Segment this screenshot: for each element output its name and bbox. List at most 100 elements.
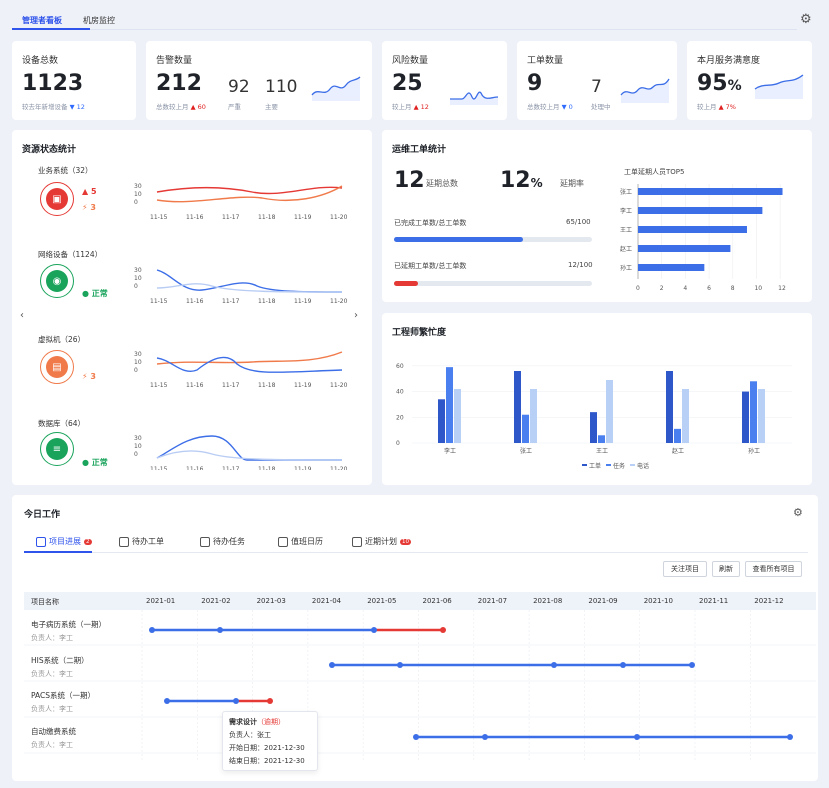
- gantt-milestone: [551, 662, 557, 668]
- y-tick-label: 0: [396, 440, 400, 447]
- resource-name: 数据库（64）: [38, 419, 86, 428]
- follow-project-button[interactable]: 关注项目: [663, 561, 707, 577]
- bar: [638, 207, 763, 214]
- trend-line: [156, 269, 343, 293]
- gear-icon[interactable]: ⚙: [800, 12, 812, 27]
- kpi-value: 1123: [22, 71, 84, 96]
- tab-room-monitor[interactable]: 机房监控: [83, 16, 115, 25]
- trend-line: [156, 450, 343, 461]
- x-tick-label: 11-19: [294, 298, 312, 305]
- sparkline: [754, 74, 804, 99]
- tab-pending-tasks[interactable]: 待办任务: [200, 536, 245, 547]
- kpi-title: 告警数量: [156, 56, 193, 66]
- y-tick-label: 30: [134, 435, 142, 442]
- tab-duty-calendar[interactable]: 值班日历: [278, 536, 323, 547]
- gantt-month-label: 2021-08: [533, 597, 563, 605]
- gantt-milestone: [149, 627, 155, 633]
- bar: [758, 389, 765, 443]
- tab-project-progress[interactable]: 项目进展 2: [36, 536, 92, 547]
- kpi-severe-value: 92: [228, 77, 250, 97]
- gantt-milestone: [329, 662, 335, 668]
- section-title: 今日工作: [24, 510, 61, 520]
- project-owner: 负责人：李工: [31, 741, 73, 749]
- kpi-sub: 总数较上月 ▼ 0: [527, 103, 573, 111]
- gantt-milestone: [620, 662, 626, 668]
- section-title: 运维工单统计: [392, 145, 447, 155]
- resource-name: 网络设备（1124）: [38, 250, 103, 259]
- bar: [446, 367, 453, 443]
- project-icon: [36, 536, 46, 547]
- x-tick-label: 11-19: [294, 214, 312, 221]
- trend-line: [156, 351, 343, 365]
- x-tick-label: 11-17: [222, 214, 240, 221]
- wifi-icon: ◉: [40, 264, 74, 298]
- count-badge: 10: [400, 538, 411, 545]
- gantt-month-label: 2021-02: [201, 597, 231, 605]
- engineer-busy-card: 工程师繁忙度 0 20 40 60 李工 张工 王工 赵工 孙工 工单 任务 电话: [382, 313, 812, 485]
- resource-name: 业务系统（32）: [38, 166, 93, 175]
- kpi-major-value: 110: [265, 77, 298, 97]
- chevron-left-icon[interactable]: ‹: [20, 310, 24, 321]
- x-tick-label: 11-17: [222, 382, 240, 389]
- delayed-label: 已延期工单数/总工单数: [394, 262, 467, 270]
- gantt-header: [24, 592, 816, 610]
- completed-progress-bar: [394, 237, 523, 242]
- legend-label: 工单: [589, 462, 601, 470]
- completed-value: 65/100: [566, 218, 591, 226]
- bar: [522, 414, 529, 443]
- kpi-sub: 总数较上月 ▲ 60: [156, 103, 206, 111]
- completed-label: 已完成工单数/总工单数: [394, 219, 467, 227]
- tab-pending-tickets[interactable]: 待办工单: [119, 536, 164, 547]
- x-tick-label: 11-20: [330, 382, 348, 389]
- x-tick-label: 11-20: [330, 466, 348, 470]
- resource-status-card: 资源状态统计 ‹ › 业务系统（32） ▣ ▲ 5 ⚡ 3 网络设备（1124）…: [12, 130, 372, 485]
- gear-icon[interactable]: ⚙: [793, 506, 803, 519]
- project-name: PACS系统（一期）: [31, 691, 96, 700]
- gantt-milestone: [371, 627, 377, 633]
- category-label: 李工: [444, 447, 456, 455]
- tab-manager-dashboard[interactable]: 管理者看板: [22, 16, 62, 25]
- bar: [530, 389, 537, 443]
- refresh-button[interactable]: 刷新: [712, 561, 740, 577]
- x-tick-label: 11-15: [150, 214, 168, 221]
- tab-active-underline: [12, 28, 90, 30]
- x-tick-label: 10: [754, 285, 762, 292]
- y-tick-label: 0: [134, 367, 138, 374]
- bar: [454, 389, 461, 443]
- chevron-right-icon[interactable]: ›: [354, 310, 358, 321]
- bar: [514, 371, 521, 443]
- tab-recent-plan[interactable]: 近期计划 10: [352, 536, 411, 547]
- gantt-milestone: [413, 734, 419, 740]
- x-tick-label: 11-18: [258, 466, 276, 470]
- y-tick-label: 10: [134, 275, 142, 282]
- bar: [638, 226, 747, 233]
- x-tick-label: 11-15: [150, 466, 168, 470]
- y-tick-label: 10: [134, 359, 142, 366]
- gantt-month-label: 2021-09: [588, 597, 618, 605]
- gantt-milestone: [634, 734, 640, 740]
- plan-icon: [352, 536, 362, 547]
- tooltip-end: 结束日期：2021-12-30: [229, 757, 305, 765]
- legend-swatch: [582, 464, 587, 466]
- kpi-sub: 较去年新增设备 ▼ 12: [22, 103, 85, 111]
- gantt-month-label: 2021-06: [422, 597, 452, 605]
- status-badge: ● 正常: [82, 458, 108, 467]
- y-tick-label: 0: [134, 283, 138, 290]
- gantt-milestone: [397, 662, 403, 668]
- bar: [598, 435, 605, 443]
- bar: [750, 381, 757, 443]
- kpi-severe-label: 严重: [228, 103, 241, 111]
- x-tick-label: 12: [778, 285, 786, 292]
- kpi-value: 212: [156, 71, 202, 96]
- gantt-month-label: 2021-03: [256, 597, 286, 605]
- view-all-projects-button[interactable]: 查看所有项目: [745, 561, 802, 577]
- gantt-milestone: [440, 627, 446, 633]
- ticket-icon: [119, 536, 129, 547]
- gantt-month-label: 2021-01: [146, 597, 176, 605]
- category-label: 孙工: [748, 447, 760, 455]
